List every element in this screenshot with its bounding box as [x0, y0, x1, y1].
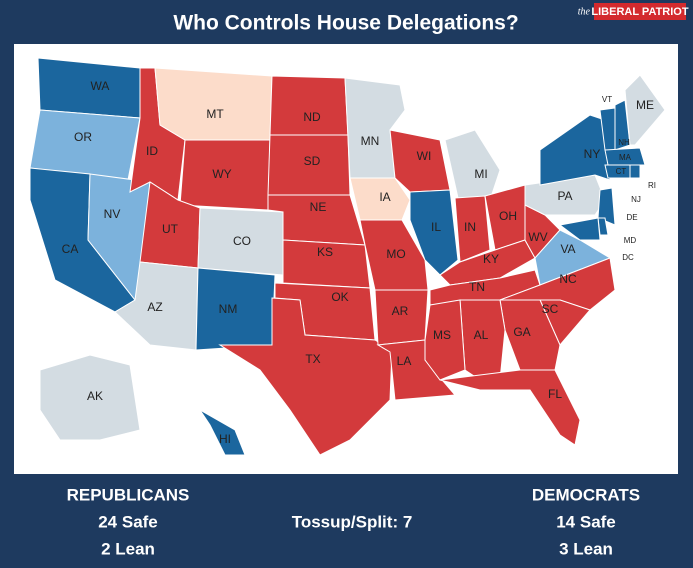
state-label: MA [619, 153, 632, 162]
state-shape [439, 369, 581, 446]
state-label: MI [474, 167, 487, 181]
state-label: GA [513, 325, 530, 339]
state-label: IN [464, 220, 476, 234]
state-label: AZ [147, 300, 162, 314]
state-label: AL [474, 328, 489, 342]
brand-prefix: the [578, 6, 591, 17]
state-label: ID [146, 144, 158, 158]
state-shape [199, 409, 246, 456]
rep-safe: 24 Safe [98, 512, 158, 531]
state-label: WI [417, 149, 432, 163]
state-label: NH [618, 138, 630, 147]
state-label: OR [74, 130, 92, 144]
state-shape [39, 354, 141, 441]
title: Who Controls House Delegations? [173, 12, 518, 35]
state-shape [454, 195, 491, 263]
state-label: VT [602, 95, 612, 104]
state-shape [604, 147, 646, 166]
state-label: AK [87, 389, 103, 403]
state-shape [349, 177, 411, 221]
state-label: CT [616, 167, 627, 176]
state-shape [534, 229, 612, 286]
state-label: MS [433, 328, 451, 342]
state-label: NJ [631, 195, 641, 204]
state-shape [539, 114, 611, 186]
labels: WA OR CA NV ID MT WY UT CO AZ NM ND SD NE KS OK TX MN IA MO… [62, 79, 656, 446]
state-label: PA [557, 189, 572, 203]
state-label: LA [397, 354, 412, 368]
state-label: NE [310, 200, 327, 214]
state-label: TN [469, 280, 485, 294]
state-label: MN [361, 134, 380, 148]
state-shape [154, 67, 273, 141]
state-label: IA [379, 190, 390, 204]
state-shape [629, 164, 641, 179]
rep-lean: 2 Lean [101, 539, 155, 558]
state-label: IL [431, 220, 441, 234]
state-label: MD [624, 236, 637, 245]
state-label: NV [104, 207, 121, 221]
state-label: UT [162, 222, 179, 236]
state-shape [624, 74, 666, 146]
state-label: WA [91, 79, 110, 93]
state-label: SD [304, 154, 321, 168]
state-shape [444, 129, 501, 201]
state-label: WV [528, 230, 547, 244]
state-shape [269, 75, 349, 136]
states [29, 57, 666, 456]
state-label: TX [305, 352, 320, 366]
state-shape [604, 164, 631, 179]
state-label: MO [386, 247, 405, 261]
tossup: Tossup/Split: 7 [292, 512, 413, 531]
state-shape [218, 297, 393, 456]
state-label: NM [219, 302, 238, 316]
state-shape [558, 217, 601, 241]
state-label: CA [62, 242, 79, 256]
state-label: OH [499, 209, 517, 223]
state-label: CO [233, 234, 251, 248]
state-label: MT [206, 107, 224, 121]
state-label: NC [559, 272, 577, 286]
state-label: HI [219, 432, 231, 446]
state-label: RI [648, 181, 656, 190]
state-label: OK [331, 290, 348, 304]
state-label: WY [212, 167, 231, 181]
state-label: FL [548, 387, 562, 401]
state-label: SC [542, 302, 559, 316]
brand-box [594, 3, 686, 20]
dem-title: DEMOCRATS [532, 485, 640, 504]
state-label: KS [317, 245, 333, 259]
state-label: NY [584, 147, 601, 161]
rep-title: REPUBLICANS [67, 485, 190, 504]
state-label: ME [636, 98, 654, 112]
brand: LIBERAL PATRIOT [591, 6, 688, 18]
state-shape [37, 57, 141, 119]
state-label: DE [626, 213, 637, 222]
state-label: KY [483, 252, 499, 266]
dem-safe: 14 Safe [556, 512, 616, 531]
state-label: VA [560, 242, 575, 256]
dem-lean: 3 Lean [559, 539, 613, 558]
state-label: AR [392, 304, 409, 318]
state-shape [597, 187, 616, 226]
state-label: ND [303, 110, 321, 124]
dc-label: DC [622, 253, 634, 262]
